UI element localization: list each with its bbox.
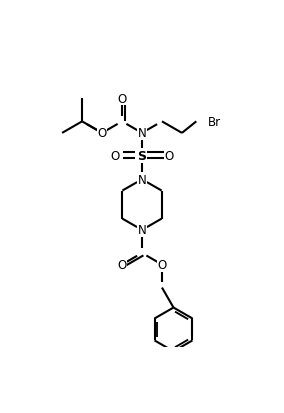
Text: O: O <box>117 259 127 271</box>
Text: N: N <box>138 173 146 186</box>
Text: N: N <box>138 224 146 237</box>
Text: O: O <box>117 93 127 106</box>
Text: O: O <box>157 259 167 271</box>
Text: N: N <box>138 127 146 140</box>
Text: Br: Br <box>208 116 221 128</box>
Text: O: O <box>111 150 120 162</box>
Text: O: O <box>164 150 173 162</box>
Text: S: S <box>137 150 147 162</box>
Text: O: O <box>97 127 107 140</box>
